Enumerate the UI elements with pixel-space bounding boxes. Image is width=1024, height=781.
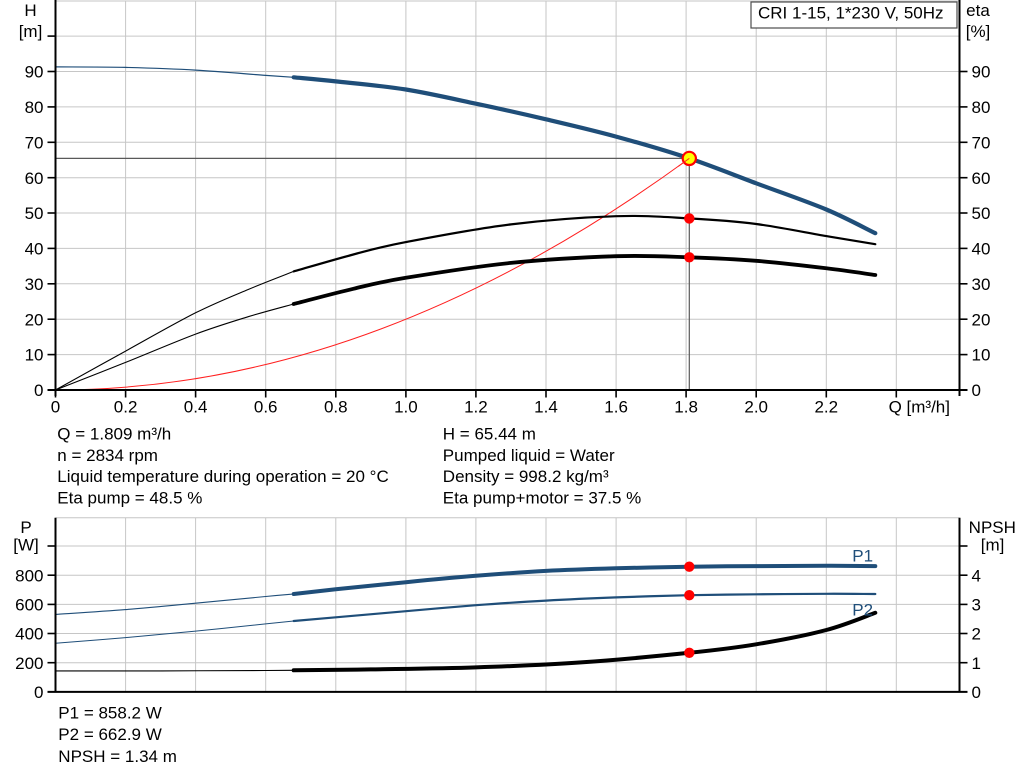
svg-text:40: 40 xyxy=(25,240,44,259)
svg-text:200: 200 xyxy=(15,654,43,673)
svg-text:n = 2834 rpm: n = 2834 rpm xyxy=(57,446,158,465)
svg-text:H = 65.44 m: H = 65.44 m xyxy=(443,424,536,443)
svg-text:CRI 1-15, 1*230 V, 50Hz: CRI 1-15, 1*230 V, 50Hz xyxy=(758,3,944,22)
svg-text:1.2: 1.2 xyxy=(464,397,488,416)
svg-text:H: H xyxy=(24,1,36,20)
svg-text:1.8: 1.8 xyxy=(674,397,698,416)
svg-text:400: 400 xyxy=(15,625,43,644)
svg-text:1.4: 1.4 xyxy=(534,397,558,416)
svg-text:10: 10 xyxy=(972,346,991,365)
svg-text:30: 30 xyxy=(972,275,991,294)
svg-text:0.6: 0.6 xyxy=(254,397,278,416)
svg-text:1.6: 1.6 xyxy=(604,397,628,416)
svg-text:0.4: 0.4 xyxy=(184,397,208,416)
svg-text:20: 20 xyxy=(972,310,991,329)
svg-text:[m]: [m] xyxy=(19,22,43,41)
svg-text:1.0: 1.0 xyxy=(394,397,418,416)
svg-text:NPSH: NPSH xyxy=(969,518,1016,537)
svg-text:P1 = 858.2 W: P1 = 858.2 W xyxy=(58,704,161,723)
svg-text:4: 4 xyxy=(972,566,981,585)
svg-text:80: 80 xyxy=(25,98,44,117)
svg-text:50: 50 xyxy=(25,204,44,223)
svg-text:0: 0 xyxy=(34,381,43,400)
svg-text:[W]: [W] xyxy=(13,536,39,555)
svg-text:50: 50 xyxy=(972,204,991,223)
svg-text:0: 0 xyxy=(51,397,60,416)
svg-text:[m]: [m] xyxy=(981,536,1005,555)
svg-text:Q [m³/h]: Q [m³/h] xyxy=(889,397,950,416)
svg-text:70: 70 xyxy=(25,133,44,152)
svg-text:Q = 1.809 m³/h: Q = 1.809 m³/h xyxy=(57,424,171,443)
svg-text:Density = 998.2 kg/m³: Density = 998.2 kg/m³ xyxy=(443,467,609,486)
svg-text:800: 800 xyxy=(15,566,43,585)
svg-text:2.0: 2.0 xyxy=(744,397,768,416)
svg-text:0.2: 0.2 xyxy=(114,397,138,416)
svg-text:Liquid temperature during oper: Liquid temperature during operation = 20… xyxy=(57,467,388,486)
svg-text:eta: eta xyxy=(966,1,990,20)
svg-text:30: 30 xyxy=(25,275,44,294)
svg-text:P2 = 662.9 W: P2 = 662.9 W xyxy=(58,725,161,744)
svg-text:40: 40 xyxy=(972,240,991,259)
svg-text:90: 90 xyxy=(972,63,991,82)
svg-text:600: 600 xyxy=(15,596,43,615)
svg-text:80: 80 xyxy=(972,98,991,117)
svg-text:Eta pump = 48.5 %: Eta pump = 48.5 % xyxy=(57,489,202,508)
svg-text:0: 0 xyxy=(34,683,43,702)
svg-text:Eta pump+motor = 37.5 %: Eta pump+motor = 37.5 % xyxy=(443,489,641,508)
svg-text:0: 0 xyxy=(972,683,981,702)
svg-text:20: 20 xyxy=(25,310,44,329)
svg-text:1: 1 xyxy=(972,654,981,673)
svg-text:0: 0 xyxy=(972,381,981,400)
svg-text:NPSH = 1.34 m: NPSH = 1.34 m xyxy=(58,747,177,766)
svg-text:P2: P2 xyxy=(852,601,873,620)
svg-text:P1: P1 xyxy=(852,546,873,565)
svg-text:2.2: 2.2 xyxy=(814,397,838,416)
svg-text:3: 3 xyxy=(972,596,981,615)
svg-text:90: 90 xyxy=(25,63,44,82)
svg-text:[%]: [%] xyxy=(966,22,991,41)
svg-text:0.8: 0.8 xyxy=(324,397,348,416)
svg-text:70: 70 xyxy=(972,133,991,152)
svg-text:60: 60 xyxy=(25,169,44,188)
svg-text:2: 2 xyxy=(972,625,981,644)
svg-text:Pumped liquid = Water: Pumped liquid = Water xyxy=(443,446,615,465)
svg-text:10: 10 xyxy=(25,346,44,365)
svg-text:60: 60 xyxy=(972,169,991,188)
svg-text:P: P xyxy=(20,518,31,537)
